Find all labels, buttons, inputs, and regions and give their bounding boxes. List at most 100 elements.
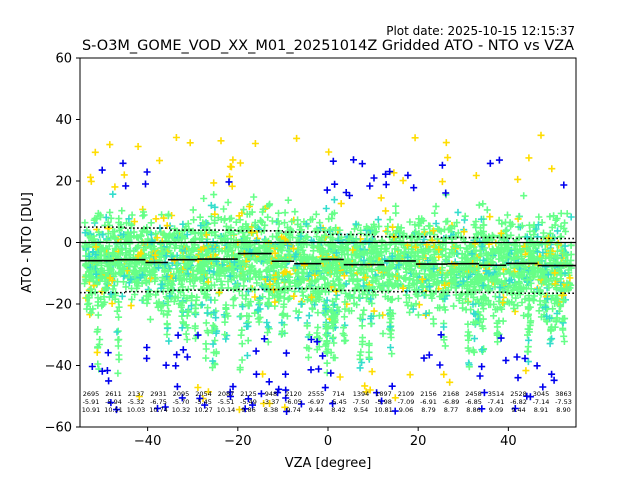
scatter-point [329,277,337,285]
scatter-point [278,327,286,335]
scatter-point [521,251,529,258]
scatter-point [559,315,567,323]
scatter-point [412,243,420,251]
scatter-point [94,360,102,368]
scatter-point [322,331,330,339]
scatter-point [347,272,355,280]
scatter-point [243,234,251,242]
scatter-point [286,251,294,258]
bin-count-label: 2695 [83,390,100,398]
scatter-point [412,269,420,277]
scatter-point [120,272,128,280]
scatter-point [475,201,483,209]
scatter-point [207,201,215,209]
scatter-point [133,284,141,292]
scatter-point [389,223,397,231]
scatter-point [418,275,426,283]
scatter-point [92,251,100,259]
scatter-point [382,170,390,178]
scatter-point [180,271,188,279]
scatter-point [538,219,546,226]
scatter-point [490,312,497,320]
bin-mean-label: -5.51 [218,398,235,406]
scatter-point [338,251,346,259]
scatter-point [365,341,373,349]
scatter-point [471,240,479,248]
scatter-point [391,407,399,415]
scatter-point [496,293,504,301]
scatter-point [254,306,262,314]
scatter-point [239,223,247,231]
scatter-point [194,267,202,275]
scatter-point [388,350,396,358]
scatter-point [175,276,183,284]
scatter-point [550,274,558,282]
scatter-point [209,364,216,372]
scatter-point [400,230,408,237]
scatter-point [190,254,198,262]
scatter-point [478,346,486,354]
scatter-point [147,219,155,227]
scatter-point [436,361,444,369]
scatter-point [188,238,196,246]
scatter-point [361,382,369,390]
scatter-point [282,394,290,402]
scatter-point [139,296,147,304]
scatter-point [333,272,341,280]
scatter-point [333,249,340,257]
scatter-point [230,230,238,238]
scatter-point [308,293,315,301]
scatter-point [346,192,353,199]
scatter-point [450,277,458,285]
scatter-point [112,252,119,260]
scatter-point [241,275,249,283]
scatter-point [275,297,283,305]
scatter-point [274,285,282,293]
scatter-point [470,293,477,301]
scatter-point [552,316,560,324]
scatter-point [291,208,299,216]
scatter-point [544,271,552,279]
scatter-point [365,348,373,356]
scatter-point [567,256,575,264]
bin-count-label: 3863 [555,390,572,398]
scatter-point [185,247,193,254]
scatter-point [128,295,136,303]
scatter-point [350,156,357,164]
scatter-point [212,231,220,239]
bin-std-label: 9.06 [399,406,413,414]
scatter-point [163,273,171,280]
bin-count-label: 2087 [218,390,235,398]
bin-std-label: 10.27 [194,406,213,414]
scatter-point [266,400,274,407]
bin-std-label: 9.44 [309,406,323,414]
scatter-point [384,228,391,236]
scatter-point [438,161,446,169]
scatter-point [239,259,247,266]
scatter-point [258,218,266,226]
scatter-point [489,253,497,261]
scatter-point [402,264,410,272]
scatter-point [183,262,191,270]
scatter-point [514,302,522,310]
scatter-point [495,156,503,164]
scatter-point [163,222,171,230]
scatter-point [332,261,340,269]
scatter-point [534,221,542,229]
scatter-point [113,328,121,336]
scatter-point [522,367,530,375]
scatter-point [430,251,438,259]
scatter-point [377,264,385,272]
scatter-point [217,284,225,292]
bin-count-label: 2095 [173,390,190,398]
scatter-point [265,288,273,296]
scatter-point [404,171,412,179]
scatter-point [108,276,116,284]
bin-std-label: 9.86 [241,406,255,414]
scatter-point [271,298,279,306]
scatter-point [107,290,115,298]
scatter-point [215,245,223,253]
scatter-point [239,233,247,241]
scatter-point [177,280,185,288]
scatter-point [419,253,427,261]
